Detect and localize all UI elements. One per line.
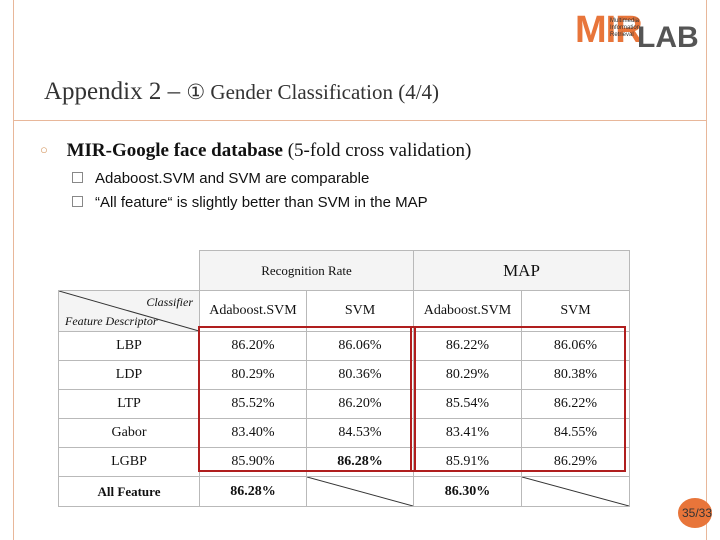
table-row: LGBP 85.90% 86.28% 85.91% 86.29% (58, 447, 630, 477)
value-cell: 84.55% (521, 418, 630, 448)
map-header: MAP (413, 250, 630, 291)
bullet-ring-icon: ○ (40, 142, 48, 157)
diagonal-divider (59, 291, 199, 331)
value-cell: 84.53% (306, 418, 414, 448)
page-number: 35/33 (678, 498, 712, 528)
cell-diagonal-line (307, 477, 413, 506)
right-border-line (706, 0, 707, 540)
value-cell: 86.20% (306, 389, 414, 419)
feature-name: LGBP (58, 447, 200, 477)
feature-descriptor-label: Feature Descriptor (65, 314, 158, 328)
left-border-line (13, 0, 14, 540)
col-header: SVM (521, 290, 630, 332)
logo-lab-text: LAB (637, 21, 699, 54)
table-row: LBP 86.20% 86.06% 86.22% 86.06% (58, 331, 630, 361)
title-sub: ① Gender Classification (4/4) (186, 80, 440, 104)
sub-bullet-text: Adaboost.SVM and SVM are comparable (95, 170, 370, 187)
square-bullet-icon (72, 172, 83, 183)
title-main: Appendix 2 – (44, 78, 181, 105)
empty-cell-crossed (521, 476, 630, 507)
mirlab-logo: MIR Multimedia Information Retrieval LAB (575, 8, 699, 58)
highlight-box-left (198, 326, 416, 472)
corner-header: Classifier Feature Descriptor (58, 290, 200, 332)
feature-name: LBP (58, 331, 200, 361)
col-header: Adaboost.SVM (413, 290, 522, 332)
col-header: SVM (306, 290, 414, 332)
results-table: Recognition Rate MAP Classifier Feature … (58, 250, 630, 507)
sub-bullet-text: “All feature“ is slightly better than SV… (95, 194, 428, 211)
value-cell: 85.91% (413, 447, 522, 477)
table-row: LTP 85.52% 86.20% 85.54% 86.22% (58, 389, 630, 419)
classifier-label: Classifier (146, 295, 193, 309)
sub-bullet-1: Adaboost.SVM and SVM are comparable (72, 170, 369, 187)
cell-diagonal-line (522, 477, 629, 506)
recognition-rate-header: Recognition Rate (199, 250, 414, 291)
logo-mir-text: MIR (575, 9, 643, 51)
value-cell: 83.41% (413, 418, 522, 448)
feature-name: LDP (58, 360, 200, 390)
highlight-box-right (410, 326, 626, 472)
bullet-rest-text: (5-fold cross validation) (282, 140, 472, 161)
value-cell: 86.28% (199, 476, 307, 507)
value-cell: 86.30% (413, 476, 522, 507)
table-row: All Feature 86.28% 86.30% (58, 476, 630, 507)
col-header: Adaboost.SVM (199, 290, 307, 332)
title-underline (13, 120, 707, 121)
logo-tagline: Multimedia Information Retrieval (610, 18, 641, 38)
feature-name: LTP (58, 389, 200, 419)
feature-name: All Feature (58, 476, 200, 507)
table-row: LDP 80.29% 80.36% 80.29% 80.38% (58, 360, 630, 390)
empty-cell-crossed (306, 476, 414, 507)
value-cell: 86.20% (199, 331, 307, 361)
square-bullet-icon (72, 196, 83, 207)
sub-bullet-2: “All feature“ is slightly better than SV… (72, 194, 428, 211)
bullet-bold-text: MIR-Google face database (66, 140, 283, 161)
value-cell: 85.54% (413, 389, 522, 419)
value-cell: 80.29% (199, 360, 307, 390)
main-bullet: ○ MIR-Google face database (5-fold cross… (40, 140, 471, 162)
value-cell: 85.52% (199, 389, 307, 419)
value-cell: 86.06% (521, 331, 630, 361)
feature-name: Gabor (58, 418, 200, 448)
slide-title: Appendix 2 – ① Gender Classification (4/… (44, 78, 439, 106)
